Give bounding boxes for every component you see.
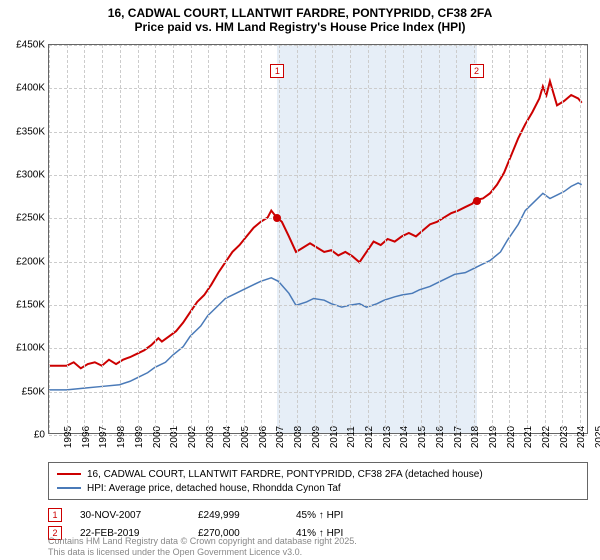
sale-price-0: £249,999 (198, 510, 278, 521)
title-line-1: 16, CADWAL COURT, LLANTWIT FARDRE, PONTY… (10, 6, 590, 20)
y-axis-label: £350K (16, 126, 45, 137)
gridline-h (49, 88, 587, 89)
gridline-v (67, 45, 68, 433)
legend-label-0: 16, CADWAL COURT, LLANTWIT FARDRE, PONTY… (87, 469, 483, 480)
title-line-2: Price paid vs. HM Land Registry's House … (10, 20, 590, 34)
y-axis-label: £300K (16, 170, 45, 181)
gridline-v (562, 45, 563, 433)
gridline-v (120, 45, 121, 433)
y-axis-label: £100K (16, 343, 45, 354)
gridline-v (138, 45, 139, 433)
gridline-v (102, 45, 103, 433)
legend-label-1: HPI: Average price, detached house, Rhon… (87, 483, 341, 494)
gridline-v (456, 45, 457, 433)
gridline-v (439, 45, 440, 433)
gridline-v (315, 45, 316, 433)
gridline-h (49, 132, 587, 133)
chart-title-block: 16, CADWAL COURT, LLANTWIT FARDRE, PONTY… (0, 0, 600, 36)
gridline-v (49, 45, 50, 433)
y-axis-label: £150K (16, 300, 45, 311)
chart-plot-area: £0£50K£100K£150K£200K£250K£300K£350K£400… (48, 44, 588, 434)
gridline-v (527, 45, 528, 433)
legend-swatch-0 (57, 473, 81, 475)
footer-line-2: This data is licensed under the Open Gov… (48, 547, 357, 558)
y-axis-label: £200K (16, 256, 45, 267)
y-axis-label: £400K (16, 83, 45, 94)
gridline-v (332, 45, 333, 433)
gridline-v (492, 45, 493, 433)
gridline-v (350, 45, 351, 433)
y-axis-label: £50K (22, 386, 45, 397)
gridline-v (385, 45, 386, 433)
gridline-h (49, 218, 587, 219)
footer-line-1: Contains HM Land Registry data © Crown c… (48, 536, 357, 547)
gridline-v (173, 45, 174, 433)
gridline-h (49, 45, 587, 46)
legend-box: 16, CADWAL COURT, LLANTWIT FARDRE, PONTY… (48, 462, 588, 500)
gridline-v (226, 45, 227, 433)
gridline-v (474, 45, 475, 433)
sale-marker-0: 1 (48, 508, 62, 522)
gridline-v (279, 45, 280, 433)
gridline-h (49, 305, 587, 306)
legend-row-0: 16, CADWAL COURT, LLANTWIT FARDRE, PONTY… (57, 467, 579, 481)
gridline-v (297, 45, 298, 433)
gridline-h (49, 175, 587, 176)
gridline-v (244, 45, 245, 433)
gridline-v (403, 45, 404, 433)
legend-swatch-1 (57, 487, 81, 489)
sale-pct-0: 45% ↑ HPI (296, 510, 376, 521)
sale-marker-dot (473, 197, 481, 205)
sale-marker-box: 1 (270, 64, 284, 78)
gridline-h (49, 262, 587, 263)
gridline-v (208, 45, 209, 433)
sale-marker-dot (273, 214, 281, 222)
chart-svg (49, 45, 587, 433)
gridline-v (368, 45, 369, 433)
legend-area: 16, CADWAL COURT, LLANTWIT FARDRE, PONTY… (48, 462, 588, 542)
gridline-v (421, 45, 422, 433)
gridline-v (191, 45, 192, 433)
sales-row-0: 1 30-NOV-2007 £249,999 45% ↑ HPI (48, 506, 588, 524)
y-axis-label: £0 (34, 430, 45, 441)
gridline-v (261, 45, 262, 433)
sale-date-0: 30-NOV-2007 (80, 510, 180, 521)
y-axis-label: £250K (16, 213, 45, 224)
gridline-v (155, 45, 156, 433)
gridline-v (580, 45, 581, 433)
y-axis-label: £450K (16, 40, 45, 51)
gridline-v (84, 45, 85, 433)
gridline-h (49, 348, 587, 349)
x-axis-label: 2025 (580, 426, 600, 448)
sale-marker-box: 2 (470, 64, 484, 78)
legend-row-1: HPI: Average price, detached house, Rhon… (57, 481, 579, 495)
gridline-v (545, 45, 546, 433)
gridline-v (509, 45, 510, 433)
gridline-h (49, 392, 587, 393)
footer-attribution: Contains HM Land Registry data © Crown c… (48, 536, 357, 558)
